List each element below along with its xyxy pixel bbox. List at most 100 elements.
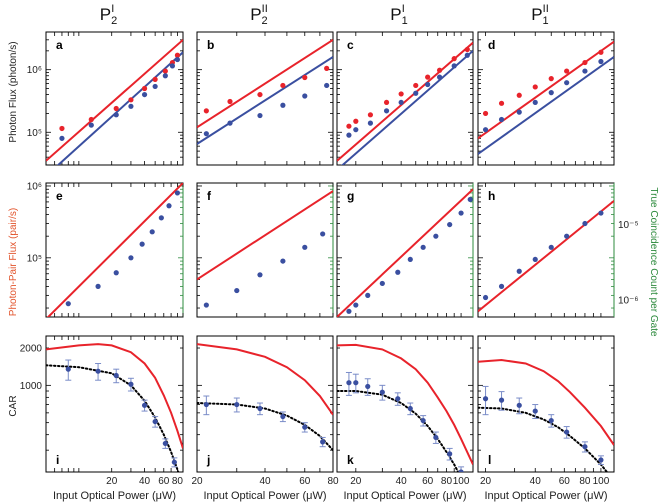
data-point-red [152,76,158,82]
data-point-blue [149,229,155,235]
data-point-blue [280,102,286,108]
data-point-blue [95,283,101,289]
plot-area [197,38,333,145]
x-tick-label: 40 [139,476,151,487]
x-tick-label: 60 [158,476,170,487]
data-point-blue [128,255,134,261]
data-point-red [482,110,489,117]
right-y-tick-label: 10⁻⁵ [618,220,639,231]
data-point-red [227,98,233,105]
y-tick-label: 10⁶ [27,181,42,192]
data-point-blue [458,210,464,216]
data-point-blue [203,401,209,408]
panel-frame [477,31,615,166]
data-point-red [598,49,604,55]
data-point-blue [482,396,489,402]
data-point-red [425,74,431,80]
data-point-blue [598,457,604,463]
plot-area [337,343,473,472]
data-point-red [413,82,419,89]
data-point-blue [532,256,538,263]
data-point-blue [498,397,505,403]
plot-area [337,41,473,165]
fit-line-red [337,188,473,317]
curve-red [46,343,183,449]
data-point-blue [407,405,413,412]
ylabel-true-coincidence: True Coincidence Count per Gate [648,187,659,337]
x-tick-label: 20 [191,476,203,487]
data-point-blue [447,451,453,457]
curve-black [46,364,180,472]
data-point-blue [548,417,554,424]
data-point-blue [171,459,177,465]
data-point-blue [257,405,263,412]
data-point-blue [169,63,176,69]
data-point-blue [532,99,538,106]
data-point-blue [141,402,148,408]
panel-letter-i: i [56,453,59,467]
panel-e: 10⁵ 10⁶ e [27,181,184,318]
x-tick-label: 80 [579,476,591,487]
ylabel-pair-flux: Photon-Pair Flux (pair/s) [8,208,19,316]
data-point-red [383,99,390,106]
curve-black [197,402,333,452]
data-point-blue [113,372,119,379]
data-point-red [464,46,470,53]
data-point-blue [65,301,71,307]
data-point-blue [383,108,390,114]
column-titles: P2I P2II P1I P1II [100,3,549,27]
data-point-red [353,118,359,124]
data-point-blue [464,52,470,58]
panel-i: 1000 2000 i 20 40 60 80 [20,335,184,487]
column-title-base: P [100,5,111,24]
column-title-2: P2II [250,3,268,27]
data-point-blue [353,302,359,308]
data-point-blue [516,402,522,408]
panel-g: g [336,182,474,318]
xlabel-4: Input Optical Power (μW) [484,490,607,502]
fit-line-red [478,200,614,313]
panel-letter-k: k [347,453,354,467]
data-point-blue [436,74,443,80]
data-point-red [532,84,538,90]
data-point-red [174,52,181,58]
data-point-blue [128,103,134,109]
data-point-blue [88,122,94,128]
panels: 10⁵ 10⁶ a b c d 10⁵ 10⁶ e f g 10⁻⁶ 10⁻⁵ h 1000 2000 i 20 4… [20,31,639,487]
data-point-red [88,116,94,123]
data-point-red [302,74,308,81]
data-point-blue [451,63,457,69]
curve-black [478,406,609,472]
data-point-red [548,76,554,82]
x-tick-label: 20 [480,476,492,487]
x-tick-label: 100 [593,476,610,487]
data-point-blue [320,439,326,445]
data-point-blue [379,280,385,287]
data-point-blue [516,109,522,115]
data-point-blue [234,287,240,294]
data-point-red [128,97,134,103]
data-point-red [59,125,65,132]
fit-line-blue [197,56,333,145]
data-point-blue [174,190,181,196]
axis-labels: Photon Flux (photon/s) Photon-Pair Flux … [8,41,659,416]
data-point-blue [152,83,158,90]
data-point-blue [227,120,233,126]
panel-letter-e: e [56,189,63,203]
data-point-blue [346,380,352,386]
data-point-blue [95,368,101,374]
plot-area [197,343,333,452]
data-point-blue [458,469,464,472]
x-tick-label: 40 [396,476,408,487]
y-tick-label: 10⁶ [27,65,42,76]
column-title-base: P [531,5,542,24]
panel-letter-l: l [488,453,491,467]
data-point-blue [302,93,308,99]
data-point-blue [139,241,145,247]
ylabel-car: CAR [8,395,19,416]
panel-frame [477,335,615,473]
data-point-blue [128,381,134,387]
data-point-blue [433,434,439,441]
plot-area [46,183,183,317]
